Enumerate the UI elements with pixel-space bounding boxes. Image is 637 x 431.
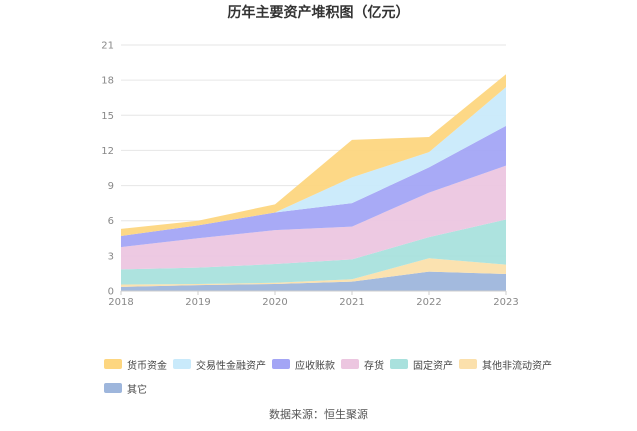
legend-label: 存货	[364, 360, 384, 372]
y-tick-label: 21	[101, 41, 114, 52]
area-其它	[121, 271, 506, 291]
y-tick-label: 0	[108, 287, 114, 298]
stacked-area-chart: 0 3 6 9 12 15 18 21 2018 2019 2020 2021 2022 2023	[101, 41, 518, 309]
y-tick-label: 15	[101, 111, 114, 122]
y-tick-label: 9	[108, 181, 114, 192]
x-tick-label: 2022	[416, 297, 441, 308]
legend-item[interactable]: 货币资金	[104, 358, 167, 372]
legend-swatch	[341, 359, 359, 369]
area-其他非流动资产	[121, 258, 506, 287]
legend-swatch	[390, 359, 408, 369]
y-tick-label: 18	[101, 76, 114, 87]
area-交易性金融资产	[121, 87, 506, 236]
x-tick-label: 2023	[493, 297, 518, 308]
legend-swatch	[272, 359, 290, 369]
area-固定资产	[121, 219, 506, 285]
area-存货	[121, 165, 506, 270]
legend-swatch	[459, 359, 477, 369]
area-series	[121, 74, 506, 291]
legend-label: 其它	[127, 384, 147, 396]
legend-label: 应收账款	[295, 360, 335, 372]
legend-label: 交易性金融资产	[196, 360, 266, 372]
legend-item[interactable]: 存货	[341, 358, 384, 372]
y-tick-label: 12	[101, 146, 114, 157]
x-tick-label: 2019	[185, 297, 210, 308]
axes: 0 3 6 9 12 15 18 21 2018 2019 2020 2021 2022 2023	[101, 41, 518, 309]
legend-item[interactable]: 其它	[104, 382, 147, 396]
x-tick-label: 2021	[339, 297, 364, 308]
legend-item[interactable]: 交易性金融资产	[173, 358, 266, 372]
chart-title: 历年主要资产堆积图（亿元）	[227, 5, 410, 21]
legend-swatch	[173, 359, 191, 369]
legend-label: 固定资产	[413, 360, 453, 372]
legend: 货币资金 交易性金融资产 应收账款 存货 固定资产 其他非流动资产其它	[104, 354, 564, 402]
y-tick-label: 3	[108, 251, 114, 262]
legend-item[interactable]: 其他非流动资产	[459, 358, 552, 372]
area-应收账款	[121, 125, 506, 248]
legend-swatch	[104, 359, 122, 369]
legend-item[interactable]: 固定资产	[390, 358, 453, 372]
legend-label: 货币资金	[127, 360, 167, 372]
x-tick-label: 2018	[108, 297, 133, 308]
legend-label: 其他非流动资产	[482, 360, 552, 372]
legend-swatch	[104, 383, 122, 393]
source-note: 数据来源：恒生聚源	[269, 408, 368, 421]
legend-item[interactable]: 应收账款	[272, 358, 335, 372]
x-tick-label: 2020	[262, 297, 287, 308]
y-tick-label: 6	[108, 216, 114, 227]
